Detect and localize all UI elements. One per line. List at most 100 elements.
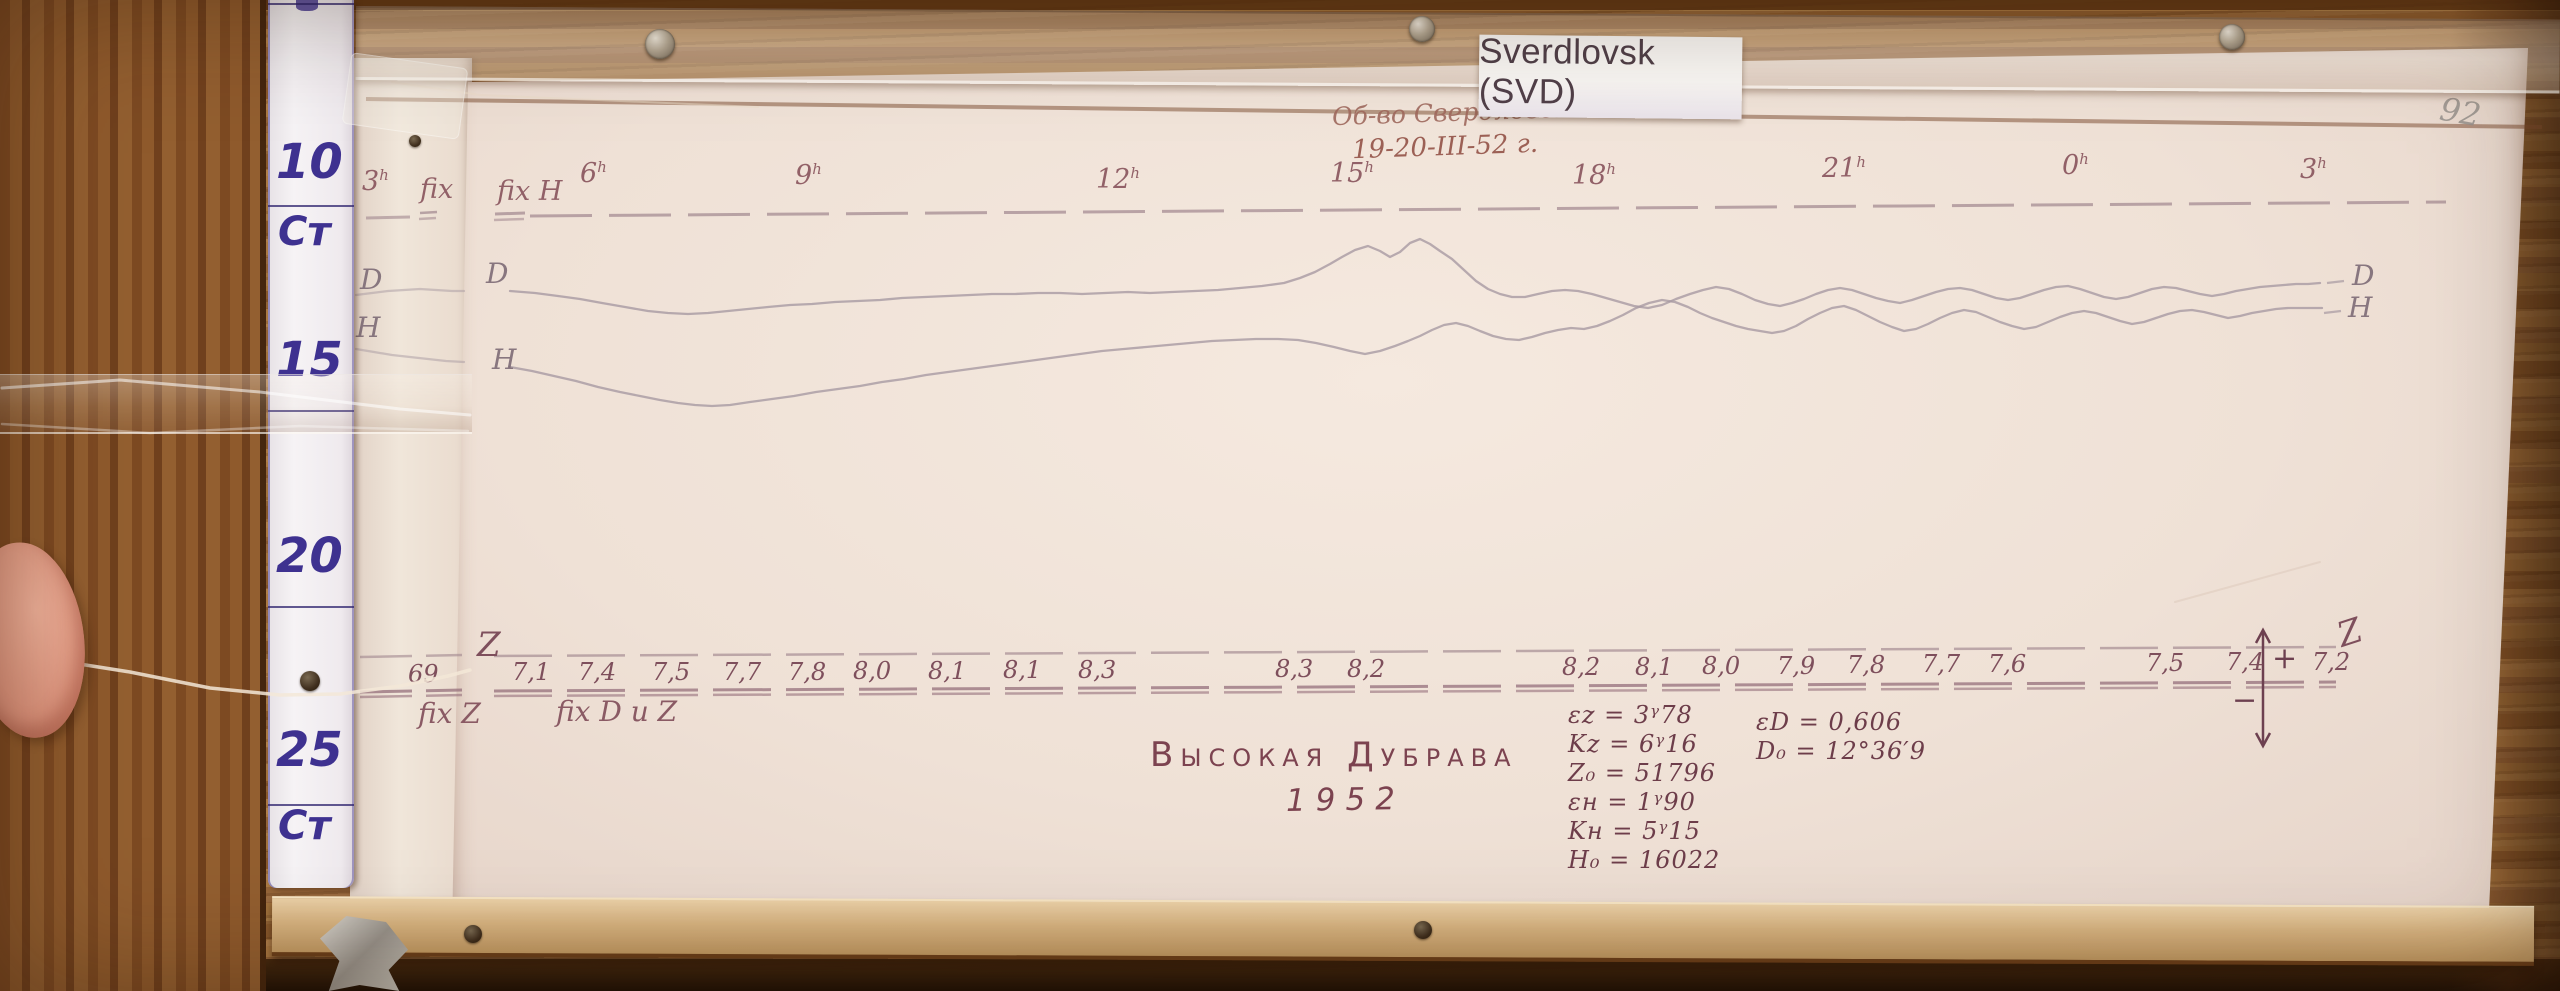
z-value: 7,2 <box>2312 648 2351 676</box>
constant-line: D₀ = 12°36′9 <box>1756 737 1927 765</box>
z-value: 7,4 <box>2226 648 2265 676</box>
constant-line: εz = 3ᵞ78 <box>1568 701 1693 729</box>
ruler-top-mark <box>296 0 318 11</box>
z-value: 7,5 <box>652 658 691 686</box>
time-label: fix <box>420 174 454 205</box>
fix-note: fix D и Z <box>556 695 678 728</box>
z-value: 8,1 <box>928 657 967 685</box>
thread-top <box>391 81 759 108</box>
trace-label: D <box>360 263 383 296</box>
screw-icon <box>645 29 675 59</box>
fix-h-mark <box>493 217 525 222</box>
fix-note: fix Z <box>418 697 481 730</box>
thread <box>52 658 472 697</box>
bottom-bar <box>271 896 2535 966</box>
trace-h-strip <box>354 347 466 364</box>
magnetogram-sheet <box>452 48 2528 933</box>
constants-right: εD = 0,606 D₀ = 12°36′9 <box>1756 708 1926 766</box>
screw-icon <box>464 925 482 943</box>
ruler-tick-line <box>268 804 354 806</box>
time-label: fix H <box>497 176 563 207</box>
screw-icon <box>2219 24 2245 50</box>
time-axis <box>529 200 2447 218</box>
z-value: 8,0 <box>853 657 892 685</box>
trace-label: H <box>492 343 517 376</box>
constant-line: εн = 1ᵞ90 <box>1568 788 1696 816</box>
underlying-chart-strip <box>350 58 472 903</box>
d-label-dash <box>2326 279 2345 285</box>
trace-label: H <box>356 311 381 344</box>
screw-icon <box>300 671 320 691</box>
plexi-reflection <box>0 422 470 435</box>
z-value: 7,4 <box>578 658 617 686</box>
z-value: 8,0 <box>1702 652 1741 680</box>
ruler-tick-line <box>268 606 354 608</box>
trace-label: D <box>486 257 509 290</box>
fix-h-mark <box>494 211 526 216</box>
z-value: 7,8 <box>1847 651 1886 679</box>
z-value: 7,7 <box>1922 650 1961 678</box>
time-label: 18 h <box>1572 160 1616 191</box>
z-value: 8,3 <box>1275 655 1314 683</box>
z-lower-b <box>493 685 2337 698</box>
z-value: 8,2 <box>1562 653 1601 681</box>
z-axis-label: Z <box>477 625 501 665</box>
fix-mark <box>419 210 438 215</box>
constant-line: Kz = 6ᵞ16 <box>1568 730 1698 758</box>
ruler-tick-line <box>268 3 354 5</box>
z-value: 7,6 <box>1988 650 2027 678</box>
z-value: 8,1 <box>1635 653 1674 681</box>
z-sign: − <box>2232 683 2258 718</box>
z-value: 7,5 <box>2146 649 2185 677</box>
z-value: 7,1 <box>512 658 551 686</box>
ruler-mark: 15 <box>276 332 343 388</box>
z-lower-a <box>493 680 2337 693</box>
z-value: 8,1 <box>1003 656 1042 684</box>
time-label: 15 h <box>1330 158 1374 189</box>
ruler-mark: Ст <box>278 803 331 849</box>
trace-d-strip <box>354 287 466 297</box>
z-lower-strip-a <box>359 688 463 694</box>
constant-line: H₀ = 16022 <box>1568 846 1721 874</box>
z-lower-strip-b <box>359 693 463 699</box>
arrowhead-up-icon <box>2254 627 2272 644</box>
z-value: 8,3 <box>1078 656 1117 684</box>
time-label: 12 h <box>1096 164 1140 195</box>
plexi-reflection <box>0 378 472 417</box>
screw-icon <box>409 135 421 147</box>
z-value: 7,8 <box>788 658 827 686</box>
ruler-mark: 25 <box>276 722 343 778</box>
h-label-dash <box>2323 309 2342 315</box>
trace-h <box>508 298 2324 408</box>
z-value: 7,9 <box>1777 652 1816 680</box>
fix-mark <box>418 216 437 221</box>
wood-plank-left <box>0 0 266 991</box>
ruler: 10 Ст 15 20 25 Ст <box>268 0 354 888</box>
trace-label: D <box>2352 259 2375 292</box>
screw-icon <box>1414 921 1432 939</box>
z-sign: + <box>2272 641 2298 676</box>
screw-icon <box>1409 16 1435 42</box>
constant-line: Z₀ = 51796 <box>1568 759 1717 787</box>
ruler-mark: 20 <box>276 528 343 584</box>
ruler-tick-line <box>268 205 354 207</box>
z-value: 7,7 <box>723 658 762 686</box>
sheet-crease <box>2174 561 2321 603</box>
constant-line: εD = 0,606 <box>1756 708 1903 736</box>
ruler-mark: Ст <box>278 209 331 255</box>
z-upper-strip <box>359 653 463 659</box>
constants-left: εz = 3ᵞ78 Kz = 6ᵞ16 Z₀ = 51796 εн = 1ᵞ90 Kн … <box>1568 701 1720 875</box>
station-title: Высокая Дубрава <box>1150 735 1518 775</box>
plexi-shadow-line <box>365 97 2543 129</box>
z-value: 8,2 <box>1347 655 1386 683</box>
time-axis-strip <box>365 215 411 220</box>
